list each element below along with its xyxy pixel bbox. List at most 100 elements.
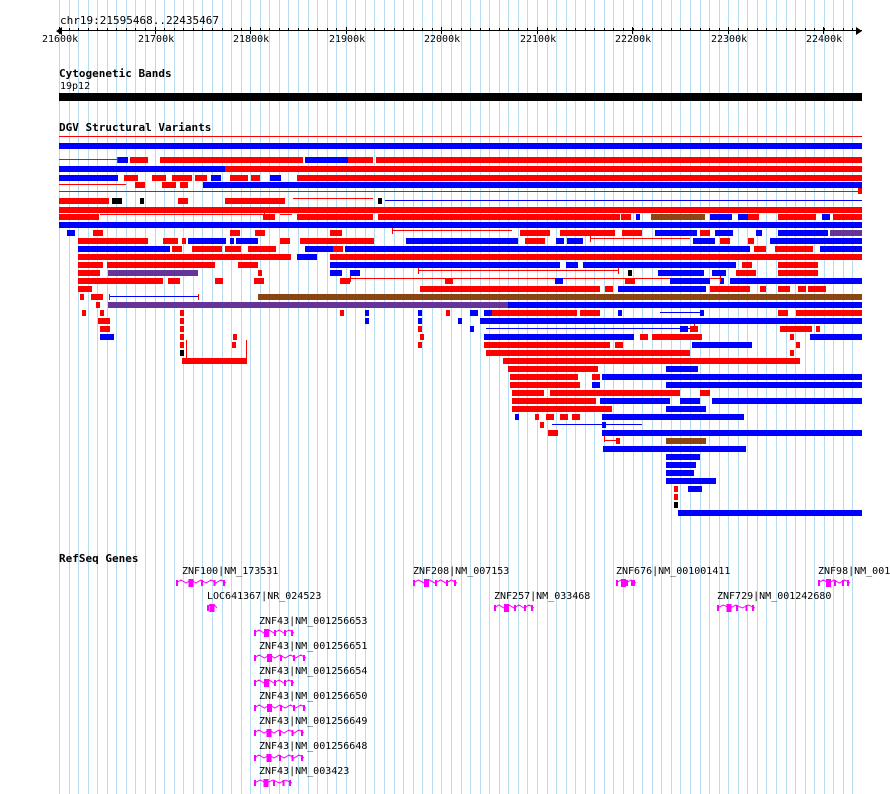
dgv-other-variant[interactable] [674, 502, 678, 508]
dgv-loss-variant[interactable] [78, 278, 163, 284]
gene-model[interactable] [253, 728, 305, 738]
dgv-loss-variant[interactable] [418, 342, 422, 348]
dgv-gain-variant[interactable] [406, 238, 518, 244]
dgv-loss-variant[interactable] [279, 166, 288, 172]
dgv-loss-variant[interactable] [775, 246, 813, 252]
dgv-gain-variant[interactable] [602, 422, 606, 428]
dgv-gain-variant[interactable] [470, 326, 474, 332]
dgv-loss-variant[interactable] [254, 278, 264, 284]
dgv-loss-variant[interactable] [340, 310, 344, 316]
dgv-loss-variant[interactable] [510, 382, 580, 388]
dgv-loss-variant[interactable] [163, 238, 178, 244]
dgv-loss-variant[interactable] [790, 334, 794, 340]
dgv-loss-variant[interactable] [180, 310, 184, 316]
dgv-loss-variant[interactable] [625, 278, 635, 284]
dgv-loss-variant[interactable] [503, 358, 800, 364]
dgv-loss-variant[interactable] [420, 286, 600, 292]
dgv-loss-variant[interactable] [376, 157, 862, 163]
gene-model[interactable] [206, 603, 218, 613]
dgv-other-variant[interactable] [140, 198, 144, 204]
dgv-gain-variant[interactable] [330, 262, 560, 268]
dgv-gain-variant[interactable] [59, 222, 862, 228]
dgv-gain-variant[interactable] [778, 230, 828, 236]
dgv-gain-variant[interactable] [418, 310, 422, 316]
dgv-gain-variant[interactable] [236, 238, 258, 244]
dgv-loss-variant[interactable] [233, 334, 237, 340]
dgv-loss-variant[interactable] [418, 270, 618, 271]
gene-label[interactable]: ZNF43|NM_001256649 [259, 716, 368, 727]
dgv-loss-variant[interactable] [833, 214, 862, 220]
dgv-loss-variant[interactable] [135, 182, 145, 188]
dgv-gain-variant[interactable] [458, 318, 462, 324]
dgv-gain-variant[interactable] [820, 246, 862, 252]
dgv-loss-variant[interactable] [59, 136, 862, 137]
dgv-gain-variant[interactable] [566, 262, 578, 268]
dgv-gain-variant[interactable] [710, 214, 732, 220]
gene-model[interactable] [253, 653, 307, 663]
gene-model[interactable] [253, 753, 305, 763]
dgv-loss-variant[interactable] [59, 159, 117, 160]
dgv-loss-variant[interactable] [720, 238, 730, 244]
dgv-loss-variant[interactable] [246, 340, 247, 358]
dgv-loss-variant[interactable] [248, 246, 276, 252]
dgv-complex-variant[interactable] [666, 438, 706, 444]
dgv-loss-variant[interactable] [572, 414, 580, 420]
dgv-loss-variant[interactable] [535, 414, 539, 420]
dgv-loss-variant[interactable] [560, 414, 568, 420]
dgv-gain-variant[interactable] [305, 157, 348, 163]
dgv-loss-variant[interactable] [238, 262, 258, 268]
dgv-gain-variant[interactable] [715, 230, 733, 236]
dgv-loss-variant[interactable] [520, 230, 550, 236]
dgv-loss-variant[interactable] [340, 278, 350, 284]
dgv-gain-variant[interactable] [666, 462, 696, 468]
dgv-complex-variant[interactable] [651, 214, 705, 220]
dgv-gain-variant[interactable] [712, 398, 862, 404]
dgv-loss-variant[interactable] [652, 334, 702, 340]
dgv-loss-variant[interactable] [306, 175, 862, 181]
dgv-loss-variant[interactable] [780, 326, 812, 332]
dgv-loss-variant[interactable] [700, 230, 710, 236]
dgv-loss-variant[interactable] [180, 342, 184, 348]
dgv-gain-variant[interactable] [738, 214, 748, 220]
dgv-gain-variant[interactable] [484, 334, 634, 340]
dgv-gain-variant[interactable] [345, 246, 750, 252]
dgv-loss-variant[interactable] [168, 278, 180, 284]
dgv-loss-variant[interactable] [96, 302, 100, 308]
dgv-loss-variant[interactable] [186, 340, 187, 358]
dgv-gain-variant[interactable] [219, 166, 229, 172]
dgv-gain-variant[interactable] [480, 318, 862, 324]
dgv-loss-variant[interactable] [540, 422, 544, 428]
gene-model[interactable] [253, 703, 307, 713]
dgv-loss-variant[interactable] [748, 238, 754, 244]
dgv-gain-variant[interactable] [680, 398, 700, 404]
dgv-loss-variant[interactable] [742, 262, 752, 268]
dgv-gain-variant[interactable] [660, 312, 700, 313]
dgv-gain-variant[interactable] [486, 328, 696, 329]
dgv-loss-variant[interactable] [484, 342, 610, 348]
dgv-gain-variant[interactable] [583, 262, 736, 268]
gene-model[interactable] [615, 578, 637, 588]
dgv-loss-variant[interactable] [300, 238, 374, 244]
dgv-gain-variant[interactable] [700, 310, 704, 316]
dgv-loss-variant[interactable] [592, 374, 600, 380]
dgv-gain-variant[interactable] [720, 278, 724, 284]
dgv-gain-variant[interactable] [484, 310, 492, 316]
dgv-loss-variant[interactable] [808, 286, 826, 292]
dgv-loss-variant[interactable] [674, 494, 678, 500]
gene-label[interactable]: ZNF43|NM_001256648 [259, 741, 368, 752]
dgv-gain-variant[interactable] [618, 286, 706, 292]
dgv-loss-variant[interactable] [160, 157, 303, 163]
dgv-loss-variant[interactable] [225, 198, 285, 204]
dgv-gain-variant[interactable] [508, 302, 862, 308]
dgv-gain-variant[interactable] [603, 446, 746, 452]
dgv-loss-variant[interactable] [392, 230, 512, 231]
dgv-loss-variant[interactable] [258, 270, 262, 276]
dgv-loss-variant[interactable] [418, 326, 422, 332]
gene-model[interactable] [817, 578, 851, 588]
dgv-loss-variant[interactable] [778, 214, 816, 220]
dgv-loss-variant[interactable] [512, 390, 544, 396]
gene-model[interactable] [253, 678, 295, 688]
dgv-loss-variant[interactable] [288, 166, 862, 172]
dgv-loss-variant[interactable] [100, 214, 265, 215]
dgv-loss-variant[interactable] [152, 175, 166, 181]
